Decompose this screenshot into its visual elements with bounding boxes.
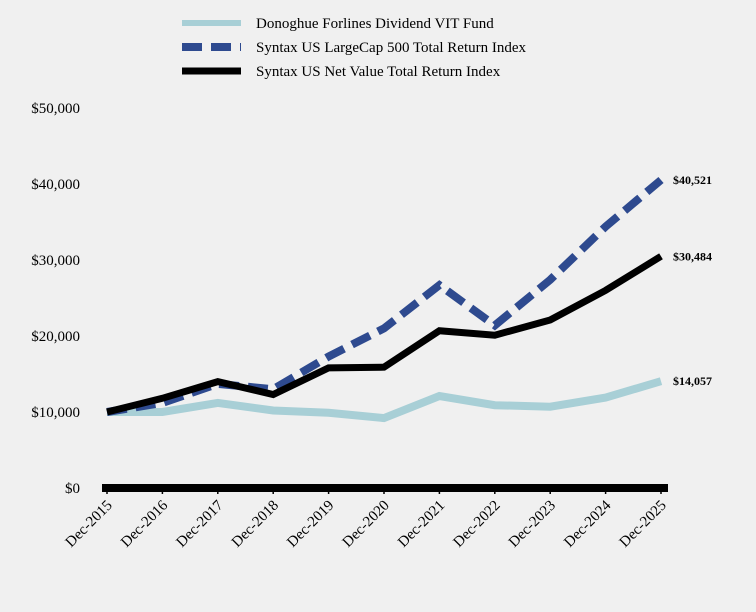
x-tick-label: Dec-2016: [118, 497, 171, 550]
y-tick-label: $10,000: [31, 405, 80, 421]
end-value-label-2: $40,521: [673, 173, 712, 187]
legend-label-3: Syntax US Net Value Total Return Index: [256, 64, 501, 80]
x-tick-label: Dec-2020: [340, 498, 393, 551]
series-lines: [106, 176, 664, 423]
end-value-label-3: $30,484: [673, 249, 712, 263]
end-value-label-1: $14,057: [673, 374, 712, 388]
y-axis: $0 $10,000 $20,000 $30,000 $40,000 $50,000: [31, 101, 80, 497]
chart-legend: Donoghue Forlines Dividend VIT Fund Synta…: [182, 16, 527, 80]
y-tick-label: $20,000: [31, 329, 80, 345]
series-line-1: [107, 377, 663, 423]
y-tick-label: $0: [65, 481, 80, 497]
x-tick-label: Dec-2015: [63, 498, 116, 551]
x-tick-label: Dec-2021: [395, 498, 448, 551]
x-tick-label: Dec-2023: [506, 498, 559, 551]
x-tick-label: Dec-2017: [173, 497, 226, 550]
x-tick-label: Dec-2024: [561, 497, 614, 550]
x-tick-label: Dec-2025: [617, 498, 670, 551]
x-tick-label: Dec-2019: [284, 498, 337, 551]
series-line-3: [106, 253, 663, 416]
legend-label-1: Donoghue Forlines Dividend VIT Fund: [256, 16, 494, 32]
series-line-2: [106, 176, 664, 416]
legend-label-2: Syntax US LargeCap 500 Total Return Inde…: [256, 40, 527, 56]
y-tick-label: $40,000: [31, 177, 80, 193]
end-labels: $14,057 $40,521 $30,484: [673, 173, 712, 388]
x-axis: Dec-2015 Dec-2016 Dec-2017 Dec-2018 Dec-2019…: [63, 484, 670, 551]
x-tick-label: Dec-2018: [229, 498, 282, 551]
y-tick-label: $50,000: [31, 101, 80, 117]
y-tick-label: $30,000: [31, 253, 80, 269]
x-tick-label: Dec-2022: [450, 498, 503, 551]
